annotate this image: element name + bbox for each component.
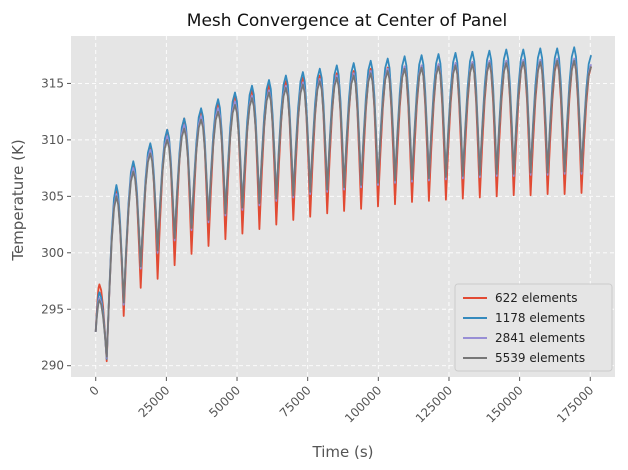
x-tick-label: 100000 — [342, 383, 384, 425]
x-tick-label: 0 — [87, 383, 102, 398]
series-group — [94, 46, 592, 363]
legend: 622 elements 1178 elements 2841 elements 55… — [454, 283, 613, 372]
x-tick-label: 175000 — [554, 383, 596, 425]
y-tick-label: 310 — [41, 133, 64, 147]
y-tick-label: 315 — [41, 76, 64, 90]
legend-label: 1178 elements — [495, 311, 585, 325]
y-tick-label: 295 — [41, 302, 64, 316]
y-axis-label: Temperature (K) — [9, 139, 27, 261]
legend-box — [454, 283, 613, 372]
x-tick-label: 125000 — [413, 383, 455, 425]
series-line-3 — [94, 59, 592, 358]
legend-label: 2841 elements — [495, 331, 585, 345]
x-tick-label: 75000 — [277, 383, 314, 420]
x-tick-label: 25000 — [136, 383, 173, 420]
x-axis-label: Time (s) — [312, 443, 374, 461]
y-tick-label: 290 — [41, 359, 64, 373]
y-tick-label: 305 — [41, 189, 64, 203]
chart-title: Mesh Convergence at Center of Panel — [187, 11, 507, 31]
y-tick-label: 300 — [41, 246, 64, 260]
x-tick-label: 50000 — [206, 383, 243, 420]
legend-label: 5539 elements — [495, 351, 585, 365]
legend-label: 622 elements — [495, 291, 577, 305]
x-tick-label: 150000 — [483, 383, 525, 425]
